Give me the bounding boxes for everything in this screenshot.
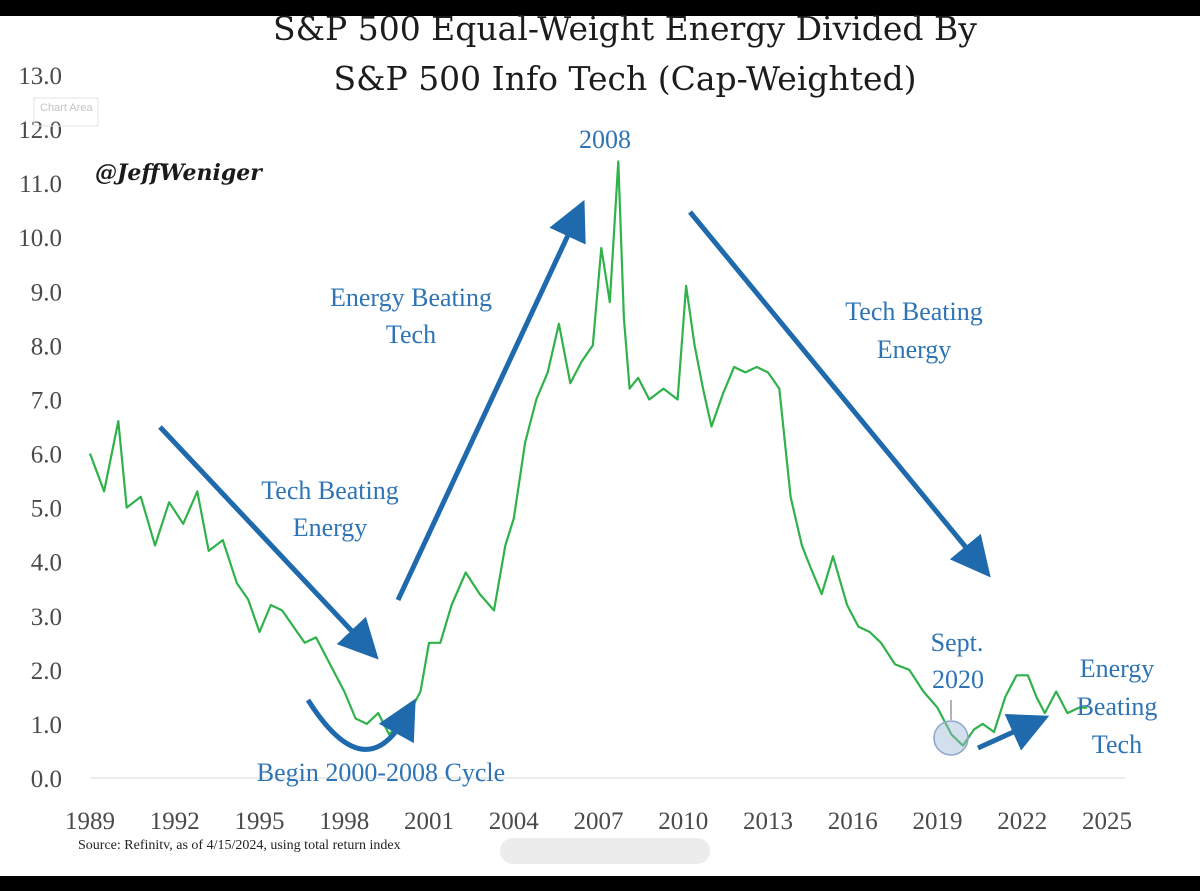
- y-axis: 0.0 1.0 2.0 3.0 4.0 5.0 6.0 7.0 8.0 9.0 10.0 11.0 12…: [18, 63, 62, 793]
- annotation-tech-beating-2-line1: Tech Beating: [845, 297, 983, 326]
- annotation-energy-beating-2-line1: Energy: [1080, 654, 1155, 683]
- x-tick-label: 2004: [489, 808, 540, 835]
- annotation-energy-beating-line2: Tech: [386, 320, 436, 349]
- annotation-sept-2020-line2: 2020: [932, 665, 984, 694]
- y-tick-label: 10.0: [18, 225, 62, 252]
- handle-label: @JeffWeniger: [95, 160, 263, 186]
- arrow-energy-beating-2020s: [976, 714, 1050, 751]
- series-line: [88, 160, 1088, 747]
- annotation-tech-beating-1-line1: Tech Beating: [261, 476, 399, 505]
- arrow-tech-beating-2010s: [688, 210, 991, 578]
- title-line-2: S&P 500 Info Tech (Cap-Weighted): [333, 59, 917, 98]
- y-tick-label: 7.0: [31, 387, 62, 414]
- sept-2020-circle: [933, 720, 969, 756]
- annotation-tech-beating-2-line2: Energy: [877, 335, 952, 364]
- x-tick-label: 1989: [65, 808, 115, 835]
- annotation-2008: 2008: [579, 125, 631, 154]
- arrow-cycle-curve: [305, 698, 416, 752]
- annotation-sept-2020-line1: Sept.: [931, 628, 984, 657]
- x-tick-label: 2001: [404, 808, 454, 835]
- x-tick-label: 1998: [319, 808, 369, 835]
- x-tick-label: 2022: [997, 808, 1047, 835]
- x-tick-label: 2019: [913, 808, 963, 835]
- chart-frame: [0, 16, 1200, 876]
- source-note: Source: Refinitv, as of 4/15/2024, using…: [78, 838, 401, 853]
- x-tick-label: 2013: [743, 808, 793, 835]
- chart-area-label: Chart Area: [40, 102, 93, 114]
- y-tick-label: 0.0: [31, 766, 62, 793]
- x-tick-label: 2025: [1082, 808, 1132, 835]
- y-tick-label: 12.0: [18, 117, 62, 144]
- chart-area-box: [33, 97, 99, 127]
- y-tick-label: 1.0: [31, 712, 62, 739]
- arrow-tech-beating-1990s: [158, 425, 379, 660]
- x-tick-label: 1992: [150, 808, 200, 835]
- y-tick-label: 2.0: [31, 658, 62, 685]
- x-tick-label: 2007: [574, 808, 624, 835]
- y-tick-label: 8.0: [31, 333, 62, 360]
- y-tick-label: 11.0: [19, 171, 62, 198]
- y-tick-label: 13.0: [18, 63, 62, 90]
- x-tick-label: 2016: [828, 808, 878, 835]
- chart-title: S&P 500 Equal-Weight Energy Divided By S…: [0, 4, 1200, 104]
- annotation-begin-cycle: Begin 2000-2008 Cycle: [257, 758, 505, 787]
- x-tick-label: 1995: [235, 808, 285, 835]
- watermark-overlay: [500, 838, 710, 864]
- y-tick-label: 4.0: [31, 550, 62, 577]
- annotation-energy-beating-2-line2: Beating: [1077, 692, 1158, 721]
- annotation-energy-beating-2-line3: Tech: [1092, 730, 1142, 759]
- y-tick-label: 3.0: [31, 604, 62, 631]
- x-axis: 1989 1992 1995 1998 2001 2004 2007 2010 2013 2016…: [65, 808, 1132, 835]
- y-tick-label: 5.0: [31, 496, 62, 523]
- y-tick-label: 6.0: [31, 442, 62, 469]
- annotation-energy-beating-line1: Energy Beating: [330, 283, 492, 312]
- title-line-1: S&P 500 Equal-Weight Energy Divided By: [273, 9, 977, 48]
- y-tick-label: 9.0: [31, 279, 62, 306]
- arrow-energy-beating-2000s: [395, 199, 586, 602]
- x-tick-label: 2010: [658, 808, 708, 835]
- annotation-tech-beating-1-line2: Energy: [293, 513, 368, 542]
